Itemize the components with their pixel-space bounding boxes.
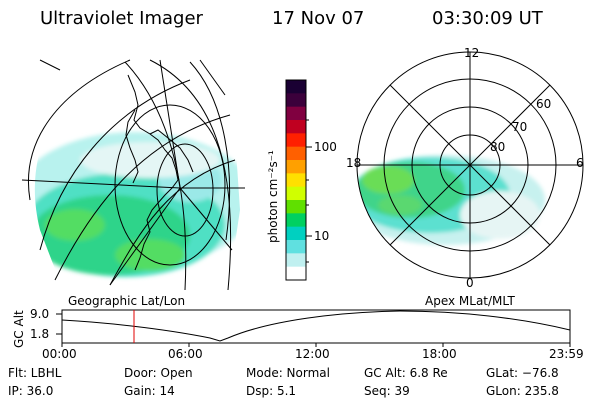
polar-map-caption: Apex MLat/MLT: [425, 294, 515, 308]
lat-label-60: 60: [536, 97, 552, 111]
lat-label-70: 70: [512, 120, 528, 134]
colorbar-tick-10: 10: [314, 229, 330, 243]
colorbar-tick-100: 100: [314, 140, 337, 154]
colorbar-segment: [286, 226, 306, 241]
geo-map-caption: Geographic Lat/Lon: [68, 294, 186, 308]
altitude-xtick-1: 06:00: [168, 347, 203, 361]
info-seq: Seq: 39: [364, 384, 410, 398]
colorbar-segment: [286, 186, 306, 201]
mlt-label-0: 0: [466, 276, 474, 290]
altitude-ytick-high: 9.0: [30, 307, 50, 321]
altitude-xtick-3: 18:00: [422, 347, 457, 361]
colorbar: [286, 80, 306, 281]
coastline: [125, 74, 194, 271]
info-dsp: Dsp: 5.1: [246, 384, 297, 398]
time-label: 03:30:09 UT: [432, 8, 543, 29]
colorbar-segment: [286, 120, 306, 134]
info-gain: Gain: 14: [124, 384, 175, 398]
mlt-label-18: 18: [346, 156, 362, 170]
colorbar-segment: [286, 93, 306, 108]
polar-grid: [356, 51, 584, 279]
colorbar-segment: [286, 213, 306, 228]
colorbar-segment: [286, 80, 306, 94]
geo-grid: [21, 59, 245, 291]
info-ip: IP: 36.0: [8, 384, 54, 398]
altitude-ytick-low: 1.8: [30, 327, 50, 341]
colorbar-segment: [286, 106, 306, 121]
altitude-ylabel: GC Alt: [12, 310, 26, 348]
mlt-label-12: 12: [464, 46, 480, 60]
info-mode: Mode: Normal: [246, 366, 330, 380]
colorbar-segment: [286, 146, 306, 161]
lat-label-80: 80: [490, 140, 506, 154]
info-glon: GLon: 235.8: [486, 384, 559, 398]
colorbar-segment: [286, 266, 306, 281]
instrument-title: Ultraviolet Imager: [40, 8, 203, 29]
info-flt: Flt: LBHL: [8, 366, 62, 380]
date-label: 17 Nov 07: [272, 8, 365, 29]
altitude-xtick-4: 23:59: [549, 347, 584, 361]
colorbar-segment: [286, 200, 306, 214]
colorbar-unit-label: photon cm⁻²s⁻¹: [266, 150, 280, 243]
info-glat: GLat: −76.8: [486, 366, 559, 380]
info-door: Door: Open: [124, 366, 193, 380]
polar-aurora-image: [357, 155, 545, 245]
info-gcalt: GC Alt: 6.8 Re: [364, 366, 448, 380]
altitude-xtick-0: 00:00: [42, 347, 77, 361]
colorbar-segment: [286, 253, 306, 268]
altitude-xtick-2: 12:00: [295, 347, 330, 361]
colorbar-segment: [286, 133, 306, 148]
colorbar-segment: [286, 173, 306, 188]
colorbar-segment: [286, 160, 306, 174]
mlt-label-6: 6: [576, 156, 584, 170]
geo-aurora-image: [34, 132, 241, 277]
altitude-plot: [56, 309, 571, 347]
colorbar-segment: [286, 240, 306, 254]
altitude-curve: [61, 310, 571, 342]
